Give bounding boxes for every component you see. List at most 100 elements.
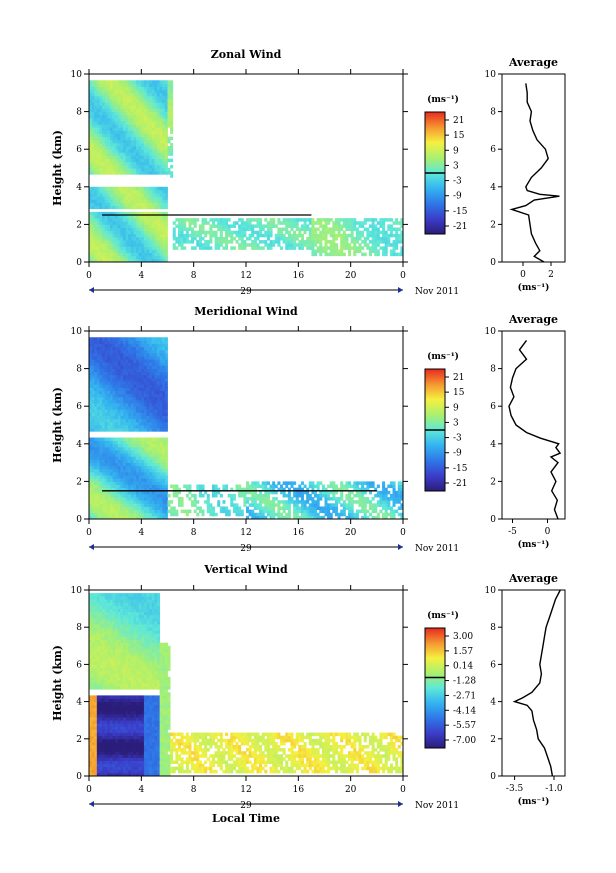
heatmap-cell [102, 114, 106, 119]
heatmap-cell [172, 233, 176, 238]
heatmap-cell [136, 437, 140, 442]
heatmap-cell [99, 359, 103, 363]
x-tick-label: 20 [345, 528, 357, 538]
avg-y-tick-label: 6 [490, 145, 496, 155]
heatmap-cell [290, 243, 294, 247]
heatmap-cell [136, 230, 140, 235]
heatmap-cell [112, 189, 116, 194]
heatmap-cell [99, 490, 103, 495]
heatmap-cell [115, 189, 119, 194]
heatmap-cell [164, 186, 168, 191]
heatmap-cell [96, 409, 100, 413]
heatmap-cell [159, 136, 163, 141]
heatmap-cell [112, 390, 116, 395]
heatmap-cell [253, 487, 257, 492]
avg-x-tick-label: 2 [548, 270, 554, 280]
heatmap-cell [209, 509, 213, 514]
heatmap-cell [162, 205, 166, 210]
heatmap-cell [157, 136, 161, 141]
heatmap-cell [99, 105, 103, 109]
heatmap-cell [109, 387, 113, 391]
heatmap-cell [353, 484, 357, 489]
heatmap-cell [316, 218, 320, 222]
heatmap-cell [321, 230, 325, 235]
heatmap-cell [109, 346, 113, 351]
heatmap-cell [141, 412, 145, 416]
heatmap-cell [149, 478, 153, 482]
heatmap-cell [314, 484, 318, 489]
x-tick-label: 4 [138, 271, 144, 281]
heatmap-cell [348, 490, 352, 495]
heatmap-cell [256, 218, 260, 222]
heatmap-cell [151, 80, 155, 84]
heatmap-cell [251, 512, 255, 517]
heatmap-cell [102, 349, 106, 354]
heatmap-cell [125, 102, 129, 106]
heatmap-cell [138, 365, 142, 369]
heatmap-cell [96, 189, 100, 194]
heatmap-cell [157, 481, 161, 485]
heatmap-cell [209, 227, 213, 232]
heatmap-cell [130, 503, 134, 507]
heatmap-cell [162, 515, 166, 520]
heatmap-cell [120, 337, 124, 341]
heatmap-cell [120, 509, 124, 514]
heatmap-cell [99, 158, 103, 163]
heatmap-cell [188, 240, 192, 244]
heatmap-cell [361, 506, 365, 510]
heatmap-cell [104, 506, 108, 510]
heatmap-cell [115, 346, 119, 351]
heatmap-cell [395, 252, 399, 257]
heatmap-cell [125, 236, 129, 241]
heatmap-cell [282, 506, 286, 510]
heatmap-cell [159, 111, 163, 116]
heatmap-cell [348, 246, 352, 250]
heatmap-cell [112, 146, 116, 150]
heatmap-cell [185, 236, 189, 241]
heatmap-cell [91, 393, 95, 398]
heatmap-cell [159, 462, 163, 467]
heatmap-cell [371, 233, 375, 238]
heatmap-cell [104, 503, 108, 507]
heatmap-cell [102, 384, 106, 388]
heatmap-cell [387, 224, 391, 228]
heatmap-cell [141, 243, 145, 247]
heatmap-cell [128, 337, 132, 341]
heatmap-cell [308, 221, 312, 225]
heatmap-cell [395, 230, 399, 235]
heatmap-cell [157, 478, 161, 482]
heatmap-cell [89, 608, 93, 613]
heatmap-cell [109, 450, 113, 454]
heatmap-cell [259, 490, 263, 495]
heatmap-cell [232, 497, 236, 501]
heatmap-cell [141, 428, 145, 432]
heatmap-cell [146, 252, 150, 257]
heatmap-cell [230, 240, 234, 244]
heatmap-cell [162, 124, 166, 128]
heatmap-cell [128, 258, 132, 263]
heatmap-cell [327, 227, 331, 232]
heatmap-cell [109, 127, 113, 131]
heatmap-cell [107, 149, 111, 153]
heatmap-cell [91, 487, 95, 492]
heatmap-cell [287, 500, 291, 504]
heatmap-cell [358, 497, 362, 501]
heatmap-cell [154, 399, 158, 404]
heatmap-cell [151, 130, 155, 134]
heatmap-cell [125, 205, 129, 210]
heatmap-cell [91, 748, 95, 752]
heatmap-cell [350, 246, 354, 250]
heatmap-cell [99, 440, 103, 445]
heatmap-cell [143, 428, 147, 432]
heatmap-cell [363, 515, 367, 520]
heatmap-cell [149, 493, 153, 498]
heatmap-cell [89, 105, 93, 109]
heatmap-cell [308, 493, 312, 498]
heatmap-cell [141, 346, 145, 351]
heatmap-cell [125, 440, 129, 445]
heatmap-cell [157, 487, 161, 492]
heatmap-cell [366, 515, 370, 520]
heatmap-cell [151, 196, 155, 200]
heatmap-cell [123, 409, 127, 413]
heatmap-cell [107, 374, 111, 379]
